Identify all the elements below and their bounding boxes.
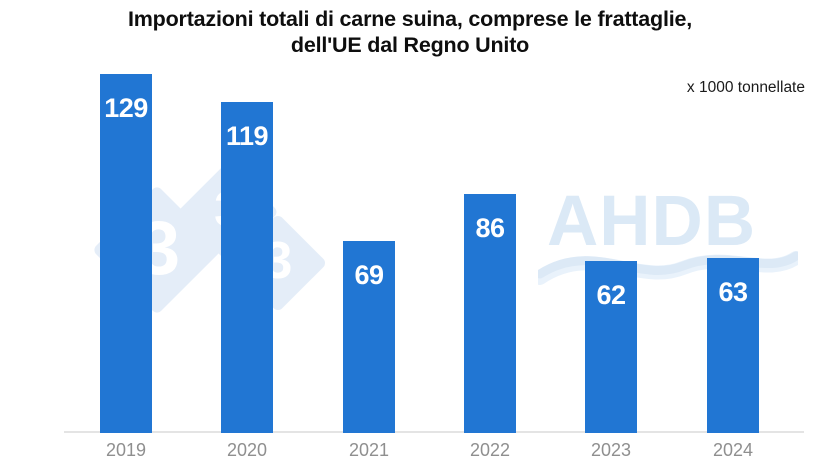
bar-2022: 86 [464, 194, 516, 433]
bar-2024: 63 [707, 258, 759, 433]
bar-value-label: 129 [104, 93, 148, 123]
bar-value-label: 86 [475, 213, 505, 243]
x-tick-label: 2023 [590, 440, 632, 460]
chart-title-line2: dell'UE dal Regno Unito [290, 33, 530, 58]
bar-2019: 129 [100, 74, 152, 433]
ahdb-watermark-wave-icon [538, 251, 798, 285]
x-tick-label: 2024 [712, 440, 754, 460]
bar-2023: 62 [585, 261, 637, 433]
bar-2020: 119 [221, 102, 273, 433]
bar-value-label: 63 [718, 277, 748, 307]
x-tick-label: 2022 [469, 440, 511, 460]
bar-value-label: 69 [354, 260, 384, 290]
bar-value-label: 119 [225, 121, 269, 151]
chart-title: Importazioni totali di carne suina, comp… [0, 6, 820, 58]
bar-value-label: 62 [596, 280, 626, 310]
chart-title-line1: Importazioni totali di carne suina, comp… [127, 7, 693, 31]
x-tick-label: 2019 [105, 440, 147, 460]
x-tick-label: 2021 [348, 440, 390, 460]
bar-2021: 69 [343, 241, 395, 433]
x-tick-label: 2020 [226, 440, 268, 460]
unit-label: x 1000 tonnellate [686, 79, 805, 96]
ahdb-watermark-text: AHDB [547, 182, 757, 261]
x-axis-line [64, 431, 804, 433]
